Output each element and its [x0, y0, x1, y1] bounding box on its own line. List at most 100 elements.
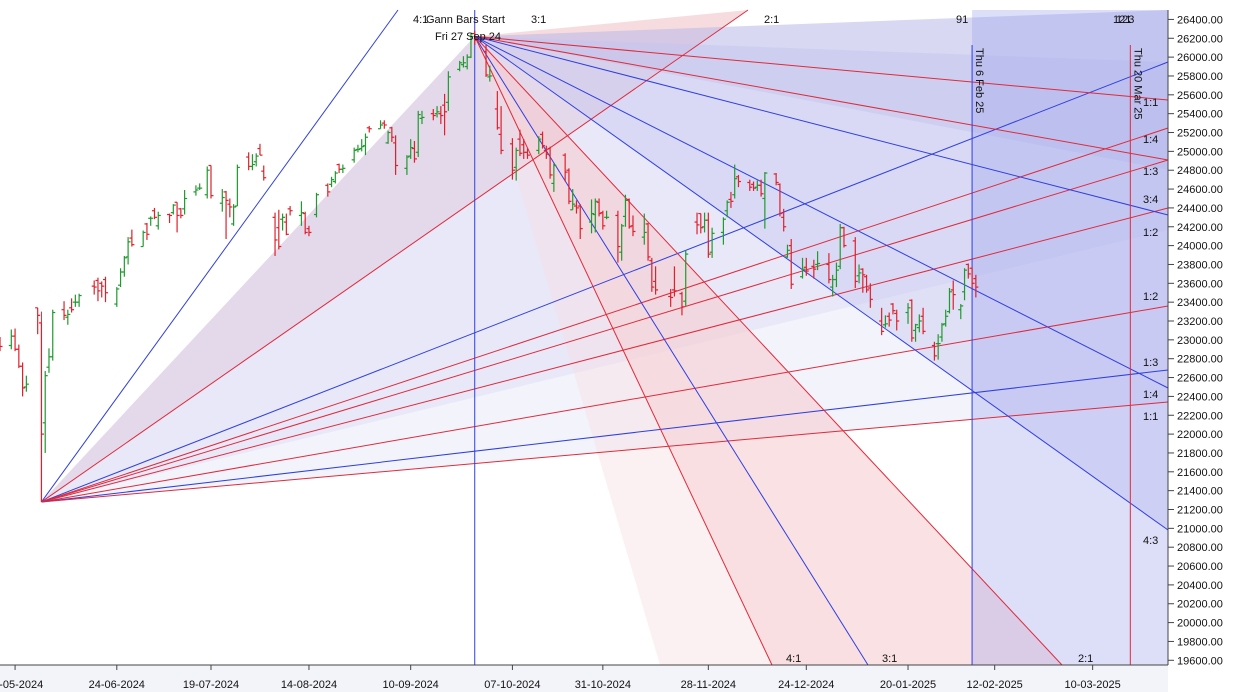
y-tick-label: 24200.00	[1177, 222, 1223, 234]
low-fan-line-6	[41, 305, 1169, 503]
ohlc-bar	[641, 213, 647, 245]
ohlc-bar	[815, 251, 821, 271]
y-axis-panel	[1168, 0, 1247, 692]
ohlc-bar	[434, 106, 440, 118]
ohlc-bar	[193, 185, 199, 196]
high-fan-line-2	[474, 35, 1169, 216]
ohlc-bar	[430, 108, 436, 121]
ohlc-bar	[747, 179, 753, 191]
ohlc-bar	[886, 312, 892, 327]
top-ratio-1: 4:1	[413, 14, 428, 26]
ohlc-bar	[931, 341, 937, 361]
ohlc-bar	[393, 135, 399, 175]
ohlc-bar	[472, 30, 478, 45]
low-fan-line-5	[41, 207, 1169, 503]
top-count-3: 123	[1116, 14, 1134, 26]
ohlc-bar	[800, 257, 806, 279]
ohlc-bar	[125, 237, 131, 265]
x-tick-label: 28-11-2024	[681, 679, 736, 691]
ohlc-bar	[524, 148, 530, 159]
ohlc-bar	[943, 309, 949, 327]
ohlc-bar	[622, 194, 628, 227]
ohlc-bar	[965, 263, 971, 279]
ohlc-bar	[856, 264, 862, 284]
ohlc-bar	[905, 303, 911, 324]
ohlc-bar	[170, 204, 176, 215]
ohlc-bar	[879, 307, 885, 336]
ohlc-bar	[38, 322, 44, 502]
ohlc-bar	[604, 210, 610, 220]
y-tick-label: 25800.00	[1177, 71, 1223, 83]
ohlc-bar	[378, 120, 384, 130]
ohlc-bar	[626, 198, 632, 229]
ohlc-bar	[543, 145, 549, 159]
ohlc-bar	[306, 225, 312, 237]
ohlc-bar	[671, 266, 677, 297]
right-ratio-3: 3:4	[1143, 194, 1158, 206]
ohlc-bar	[732, 164, 738, 199]
y-tick-label: 21200.00	[1177, 504, 1223, 516]
y-tick-label: 24000.00	[1177, 241, 1223, 253]
ohlc-bar	[280, 213, 286, 231]
ohlc-bar	[204, 166, 210, 199]
high-fan-line-5	[474, 36, 1063, 666]
ohlc-bar	[566, 168, 572, 205]
y-tick-label: 22600.00	[1177, 373, 1223, 385]
x-tick-label: 10-09-2024	[383, 679, 439, 691]
y-tick-label: 26000.00	[1177, 52, 1223, 64]
ohlc-bar	[415, 110, 421, 158]
ohlc-bar	[833, 262, 839, 288]
low-fan-line-1	[41, 9, 749, 503]
y-tick-label: 22000.00	[1177, 429, 1223, 441]
ohlc-bar	[668, 288, 674, 307]
high-fan-line-1	[474, 35, 1169, 161]
ohlc-bar	[174, 201, 180, 233]
ohlc-bar	[61, 301, 67, 321]
y-tick-label: 20200.00	[1177, 599, 1223, 611]
x-tick-label: 24-06-2024	[89, 679, 145, 691]
ohlc-bar	[253, 153, 259, 167]
ohlc-bar	[577, 204, 583, 240]
ohlc-bar	[257, 143, 263, 156]
ohlc-bar	[151, 207, 157, 220]
ohlc-bar	[509, 138, 515, 180]
bottom-ratio-3: 2:1	[1078, 653, 1093, 665]
ohlc-bar	[102, 276, 108, 303]
ohlc-bar	[359, 139, 365, 152]
ohlc-bar	[351, 147, 357, 163]
ohlc-bar	[283, 213, 289, 236]
high-fan-line-6	[474, 36, 869, 666]
top-ratio-3: 2:1	[764, 14, 779, 26]
ohlc-bar	[645, 222, 651, 261]
ohlc-bar	[494, 91, 500, 130]
y-tick-label: 19600.00	[1177, 655, 1223, 667]
ohlc-bar	[913, 323, 919, 342]
ohlc-bar	[958, 304, 964, 320]
y-tick-label: 22800.00	[1177, 354, 1223, 366]
ohlc-bar	[920, 307, 926, 335]
gann-start-label: Gann Bars Start	[426, 14, 505, 26]
ohlc-bar	[547, 146, 553, 179]
ohlc-bar	[35, 307, 41, 335]
ohlc-bar	[513, 147, 519, 181]
ohlc-bar	[950, 280, 956, 310]
time-zone-shade	[972, 10, 1168, 665]
y-tick-label: 21600.00	[1177, 467, 1223, 479]
y-tick-label: 21000.00	[1177, 523, 1223, 535]
ohlc-bar	[653, 266, 659, 295]
ohlc-bar	[758, 179, 764, 197]
ohlc-bar	[615, 210, 621, 263]
ohlc-bar	[946, 288, 952, 314]
y-tick-label: 25600.00	[1177, 90, 1223, 102]
ohlc-bar	[784, 244, 790, 258]
ohlc-bar	[720, 217, 726, 245]
high-fan-line-4	[474, 35, 1169, 531]
ohlc-bar	[99, 281, 105, 298]
ohlc-bar	[705, 212, 711, 258]
ohlc-bar	[788, 239, 794, 289]
y-tick-label: 20400.00	[1177, 580, 1223, 592]
ohlc-bar	[841, 226, 847, 248]
ohlc-bar	[362, 133, 368, 156]
ohlc-bar	[596, 198, 602, 217]
ohlc-bar	[325, 183, 331, 197]
